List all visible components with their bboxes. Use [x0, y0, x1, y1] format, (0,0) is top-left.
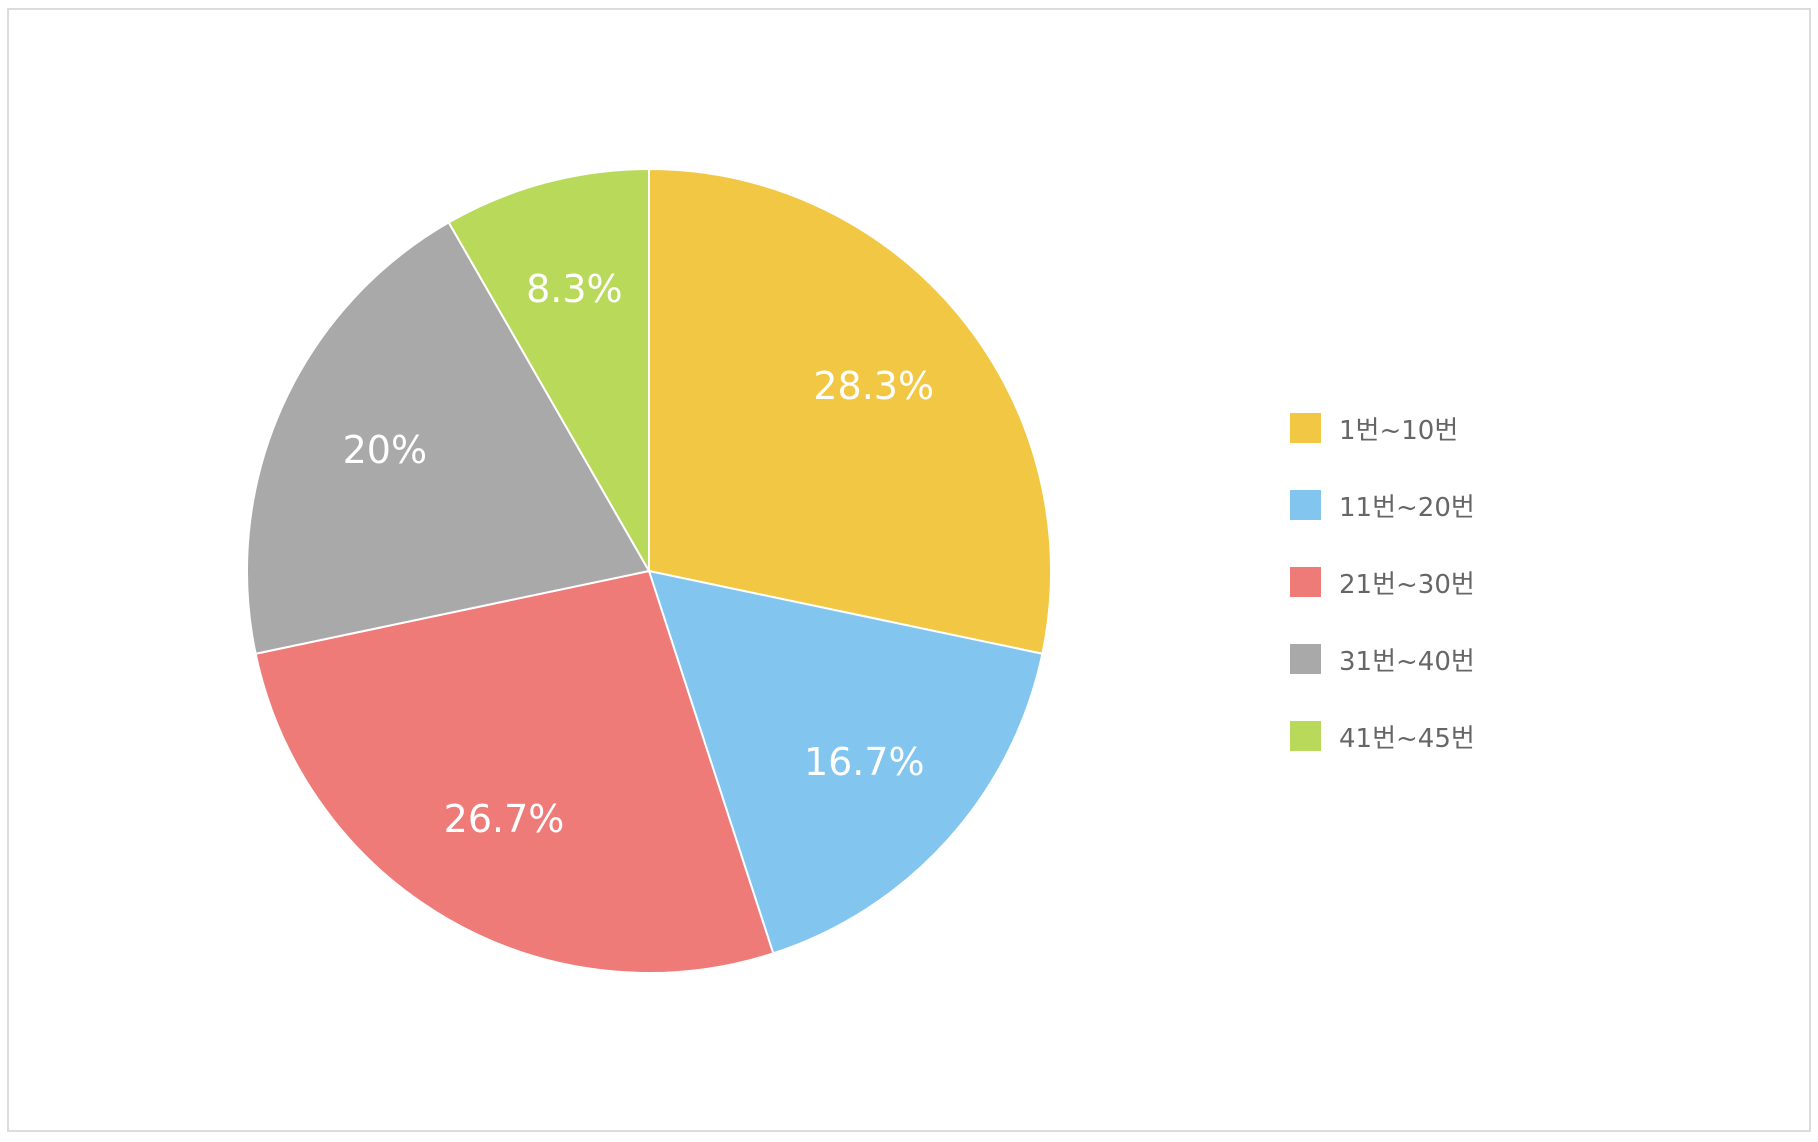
pie-slice-5 — [447, 167, 650, 575]
pie-data-label-5: 8.3% — [526, 267, 623, 311]
pie-data-label-1: 28.3% — [813, 364, 934, 408]
pie-data-labels: 28.3% 16.7% 26.7% 20% 8.3% — [343, 267, 935, 841]
legend-label-3: 21번~30번 — [1339, 569, 1475, 600]
legend-swatch-4 — [1290, 644, 1321, 674]
legend-item-1: 1번~10번 — [1290, 413, 1475, 446]
legend-swatch-1 — [1290, 413, 1321, 443]
legend-item-3: 21번~30번 — [1290, 567, 1475, 600]
legend-item-2: 11번~20번 — [1290, 490, 1475, 523]
legend-label-1: 1번~10번 — [1339, 415, 1459, 446]
pie-slice-1 — [648, 167, 1053, 655]
pie-slices — [246, 167, 1053, 974]
legend-item-5: 41번~45번 — [1290, 721, 1475, 754]
pie-slice-3 — [254, 569, 775, 974]
legend-swatch-5 — [1290, 721, 1321, 751]
pie-slice-2 — [647, 569, 1044, 955]
legend-label-2: 11번~20번 — [1339, 492, 1475, 523]
legend-swatch-2 — [1290, 490, 1321, 520]
pie-data-label-2: 16.7% — [804, 740, 925, 784]
pie-slice-4 — [246, 221, 651, 655]
legend-swatch-3 — [1290, 567, 1321, 597]
pie-data-label-3: 26.7% — [444, 797, 565, 841]
pie-data-label-4: 20% — [343, 428, 427, 472]
legend: 1번~10번 11번~20번 21번~30번 31번~40번 41번~45번 — [1290, 413, 1475, 798]
legend-item-4: 31번~40번 — [1290, 644, 1475, 677]
legend-label-5: 41번~45번 — [1339, 723, 1475, 754]
legend-label-4: 31번~40번 — [1339, 646, 1475, 677]
